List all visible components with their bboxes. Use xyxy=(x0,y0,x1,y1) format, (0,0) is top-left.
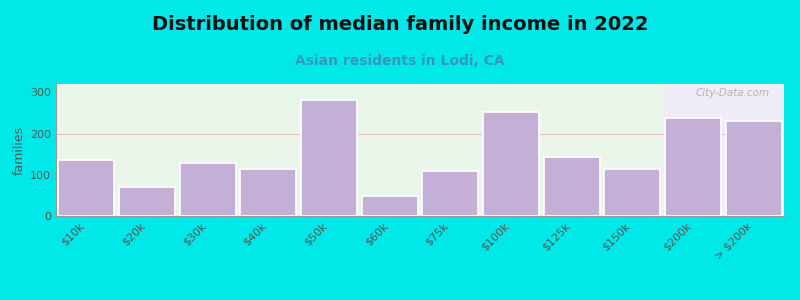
Bar xyxy=(180,163,235,216)
Bar xyxy=(241,169,296,216)
Bar xyxy=(483,112,539,216)
Bar xyxy=(301,100,357,216)
Bar xyxy=(362,196,418,216)
Bar xyxy=(665,118,721,216)
Bar xyxy=(726,121,782,216)
Y-axis label: families: families xyxy=(13,125,26,175)
Text: Asian residents in Lodi, CA: Asian residents in Lodi, CA xyxy=(295,54,505,68)
Bar xyxy=(544,157,599,216)
Bar xyxy=(58,160,114,216)
Text: Distribution of median family income in 2022: Distribution of median family income in … xyxy=(152,15,648,34)
Bar xyxy=(605,169,660,216)
Text: City-Data.com: City-Data.com xyxy=(695,88,770,98)
Bar xyxy=(662,84,800,216)
Bar xyxy=(422,171,478,216)
Bar xyxy=(119,187,175,216)
